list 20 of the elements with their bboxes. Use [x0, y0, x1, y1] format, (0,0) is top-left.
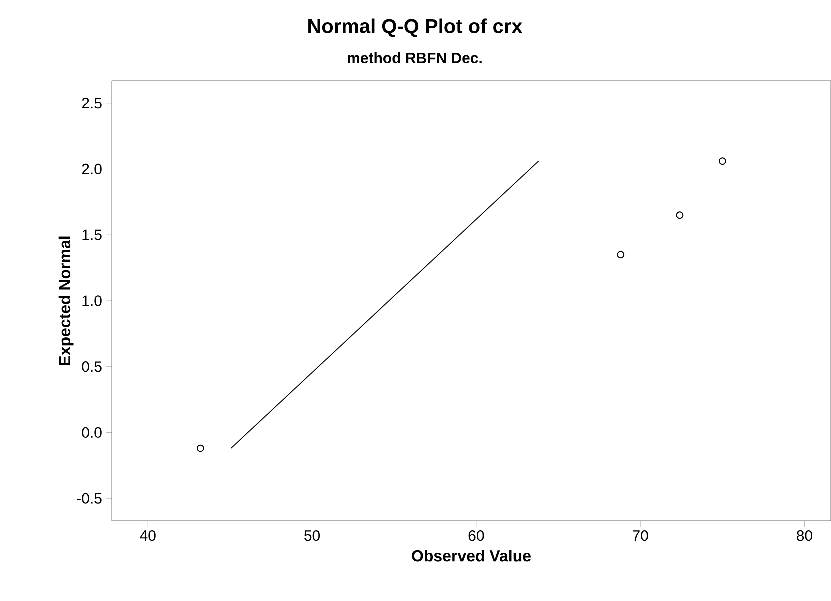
point: [196, 444, 204, 452]
x-tick-label: 40: [140, 530, 156, 542]
chart-title: Normal Q-Q Plot of crx: [308, 18, 523, 38]
point: [676, 212, 684, 220]
y-tick-label: 0.5: [82, 362, 102, 372]
y-tick-label: 0.0: [82, 427, 102, 438]
x-tick-label: 60: [468, 530, 484, 542]
y-tick-label: 2.0: [82, 164, 102, 175]
y-tick-label: 1.0: [82, 296, 102, 306]
chart-subtitle: method RBFN Dec.: [348, 52, 482, 64]
y-axis-title: Expected Normal: [58, 236, 74, 366]
x-tick-label: 80: [797, 530, 812, 542]
x-tick-label: 70: [633, 530, 648, 542]
x-axis-title: Observed Value: [412, 550, 531, 562]
point: [617, 251, 625, 259]
y-tick-label: 2.5: [82, 98, 102, 109]
y-tick-label: 1.5: [82, 230, 102, 240]
y-tick-label: -0.5: [77, 493, 102, 504]
point: [718, 158, 726, 166]
x-tick-label: 50: [304, 530, 320, 542]
